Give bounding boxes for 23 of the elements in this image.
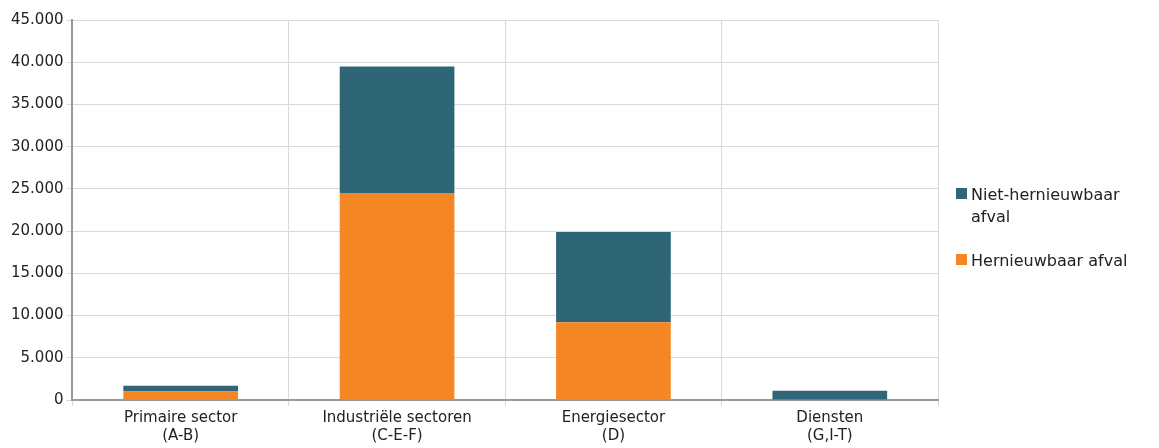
y-tick-label: 20.000 <box>10 221 64 239</box>
x-tick-label: Diensten (G,I-T) <box>796 407 864 444</box>
bar <box>339 193 455 400</box>
bar <box>772 390 888 400</box>
y-tick-label: 10.000 <box>10 305 64 324</box>
y-tick-label: 25.000 <box>10 178 64 197</box>
y-tick-label: 5.000 <box>20 347 64 366</box>
y-tick-label: 40.000 <box>10 52 64 71</box>
y-tick-label: 15.000 <box>10 263 64 282</box>
legend-label: Hernieuwbaar afval <box>971 250 1128 272</box>
y-tick-label: 35.000 <box>10 94 64 113</box>
x-tick-label: Energiesector (D) <box>561 407 667 444</box>
y-tick-label: 30.000 <box>10 136 64 155</box>
bar <box>556 322 671 400</box>
y-tick-label: 45.000 <box>10 9 64 28</box>
x-tick-label: Industriële sectoren (C-E-F) <box>322 407 472 444</box>
x-tick-label: Primaire sector (A-B) <box>123 407 239 444</box>
bar <box>123 391 239 400</box>
bar <box>123 385 239 392</box>
legend-label: Niet-hernieuwbaar afval <box>971 184 1121 228</box>
y-tick-label: 0 <box>53 389 64 408</box>
bar <box>339 66 455 194</box>
bar <box>556 231 671 323</box>
